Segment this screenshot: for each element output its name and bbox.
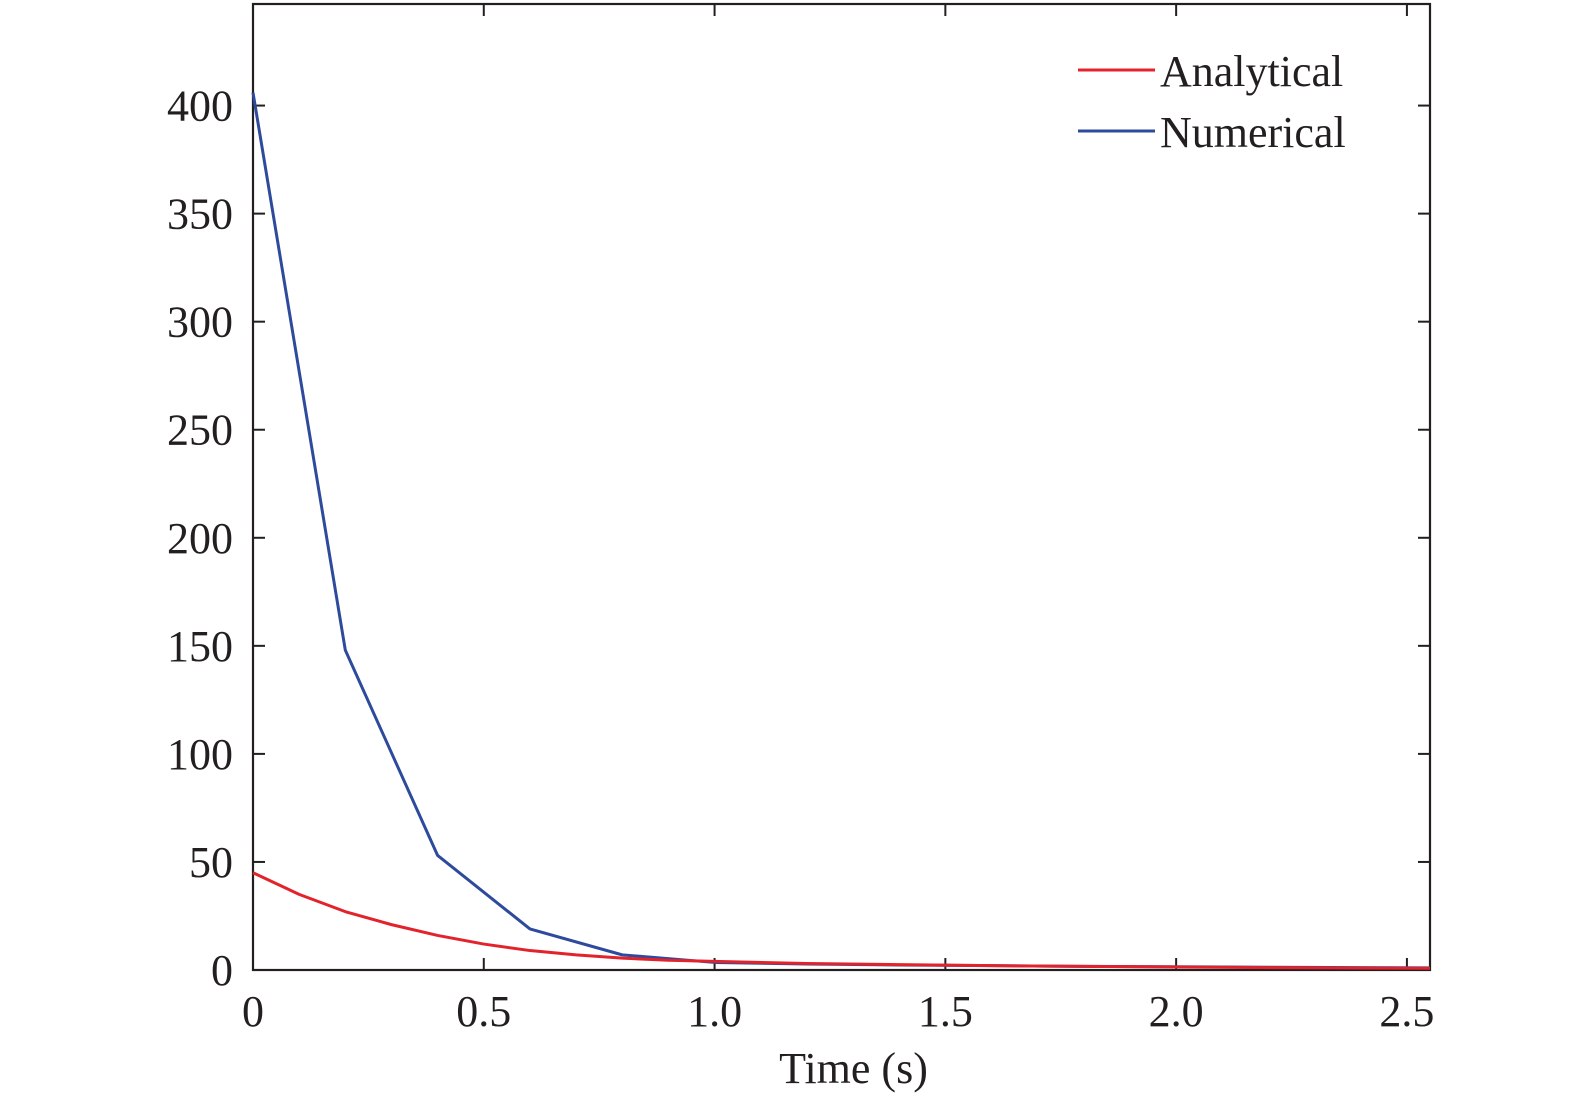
y-tick-label-8: 400 — [167, 82, 233, 131]
tick-marks — [252, 4, 1430, 971]
x-tick-labels: 0 0.5 1.0 1.5 2.0 2.5 — [242, 987, 1434, 1036]
y-tick-label-2: 100 — [167, 730, 233, 779]
legend-label-analytical: Analytical — [1160, 47, 1343, 96]
y-tick-labels: 0 50 100 150 200 250 300 350 400 — [167, 82, 233, 995]
y-tick-label-4: 200 — [167, 514, 233, 563]
legend: Analytical Numerical — [1078, 47, 1346, 157]
series-lines — [251, 92, 1431, 970]
x-tick-label-5: 2.5 — [1379, 987, 1434, 1036]
x-tick-label-0: 0 — [242, 987, 264, 1036]
y-tick-label-6: 300 — [167, 298, 233, 347]
y-tick-label-1: 50 — [189, 838, 233, 887]
x-tick-label-2: 1.0 — [687, 987, 742, 1036]
series-line-analytical — [252, 871, 1431, 970]
legend-label-numerical: Numerical — [1160, 108, 1346, 157]
y-tick-label-5: 250 — [167, 406, 233, 455]
plot-frame — [251, 2, 1432, 972]
series-line-numerical — [251, 92, 1431, 970]
plot-area-border — [251, 2, 1432, 972]
y-tick-label-0: 0 — [211, 946, 233, 995]
y-tick-label-7: 350 — [167, 190, 233, 239]
x-tick-label-3: 1.5 — [918, 987, 973, 1036]
x-axis-title: Time (s) — [779, 1044, 928, 1093]
x-tick-label-4: 2.0 — [1149, 987, 1204, 1036]
y-tick-label-3: 150 — [167, 622, 233, 671]
x-tick-label-1: 0.5 — [456, 987, 511, 1036]
